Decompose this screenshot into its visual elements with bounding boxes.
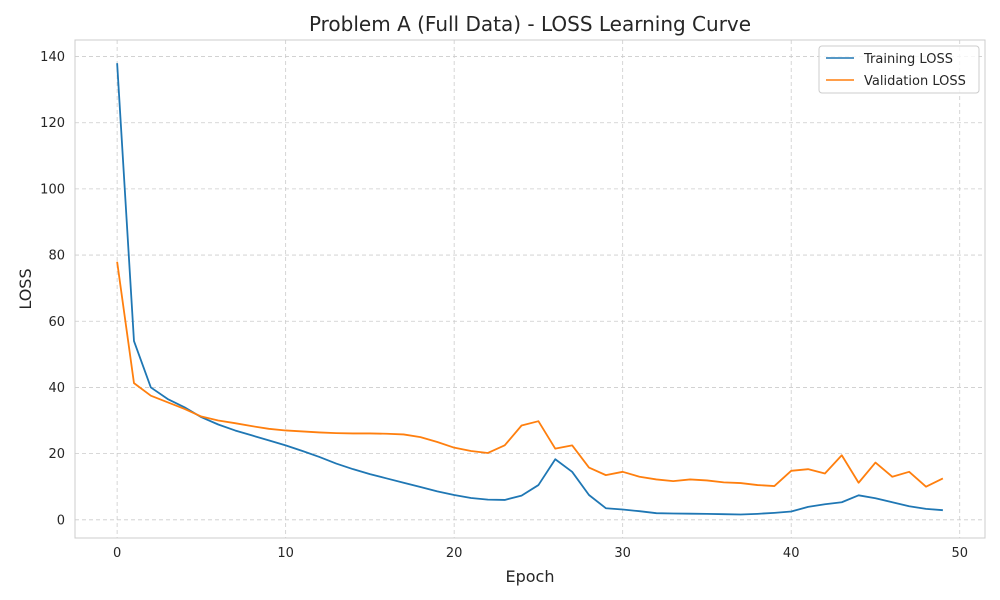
legend: Training LOSS Validation LOSS: [818, 45, 980, 94]
grid-lines: [75, 40, 985, 538]
plot-frame: [74, 39, 986, 539]
y-tick-label: 80: [48, 249, 65, 264]
y-tick-label: 20: [48, 447, 65, 462]
y-tick-label: 120: [40, 116, 65, 131]
validation-loss-line: [116, 261, 944, 488]
x-tick-label: 0: [113, 546, 121, 561]
chart-title: Problem A (Full Data) - LOSS Learning Cu…: [309, 12, 751, 36]
y-tick-label: 100: [40, 182, 65, 197]
x-tick-label: 20: [446, 546, 463, 561]
training-loss-line: [116, 63, 943, 516]
series-lines: [116, 63, 944, 516]
y-tick-labels: 0 20 40 60 80 100 120 140: [40, 50, 65, 528]
x-tick-label: 40: [783, 546, 800, 561]
y-tick-label: 140: [40, 50, 65, 65]
legend-label-training: Training LOSS: [863, 52, 953, 67]
y-tick-label: 60: [48, 315, 65, 330]
x-axis-label: Epoch: [506, 567, 555, 586]
x-tick-label: 30: [614, 546, 631, 561]
x-tick-labels: 0 10 20 30 40 50: [113, 546, 968, 561]
x-tick-label: 50: [951, 546, 968, 561]
y-tick-label: 0: [57, 513, 65, 528]
legend-box: [818, 45, 980, 94]
legend-label-validation: Validation LOSS: [864, 74, 966, 89]
y-axis-label: LOSS: [16, 268, 35, 309]
x-tick-label: 10: [277, 546, 294, 561]
plot-background: [75, 40, 985, 538]
y-tick-label: 40: [48, 381, 65, 396]
